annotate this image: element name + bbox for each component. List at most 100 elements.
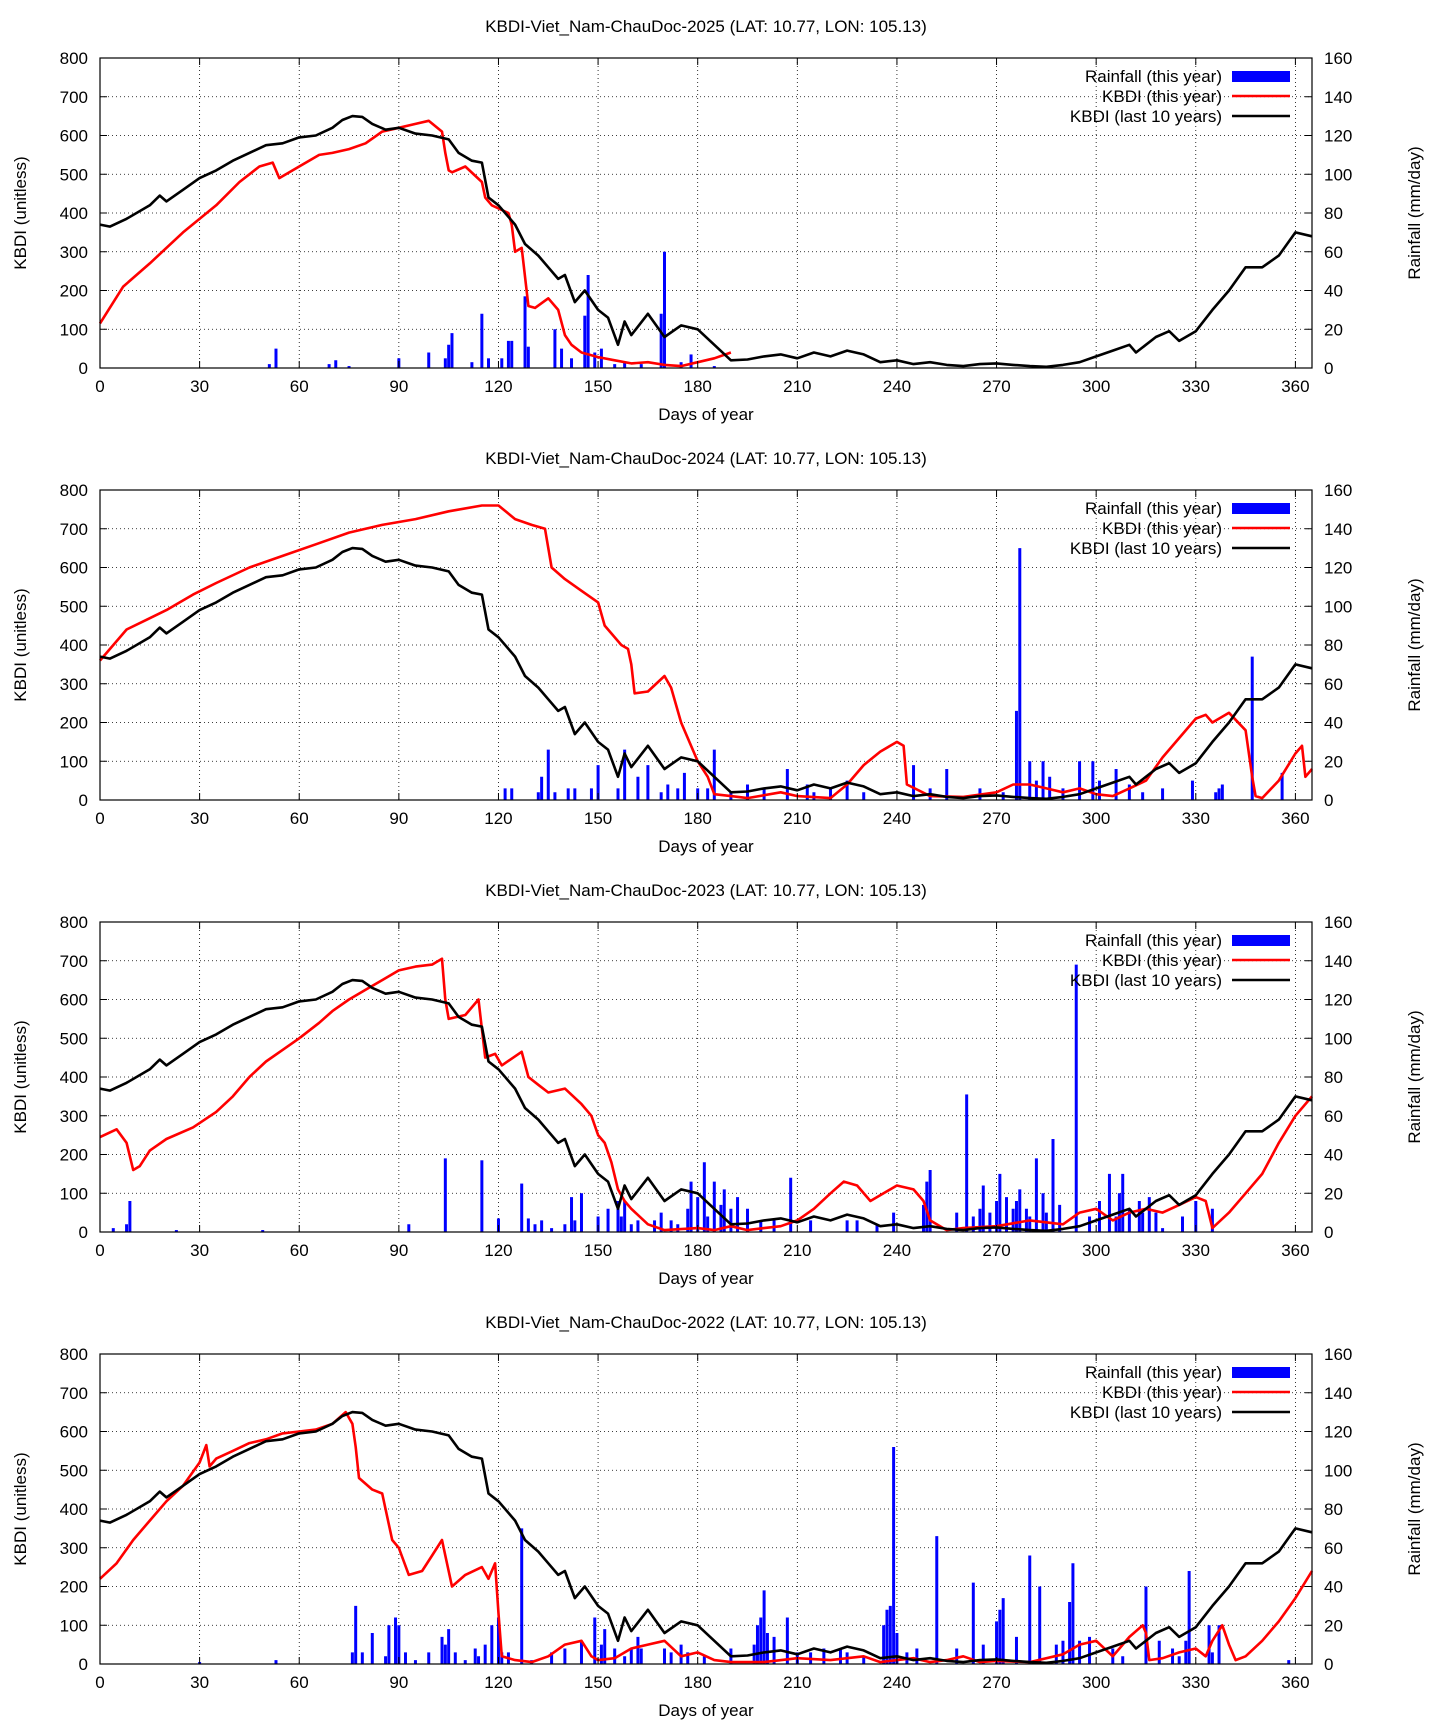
x-tick-label: 150 <box>584 1241 612 1260</box>
rainfall-bar <box>413 1660 417 1664</box>
rainfall-bar <box>1171 1648 1175 1664</box>
y2-tick-label: 40 <box>1324 714 1343 733</box>
y-axis-label: KBDI (unitless) <box>11 1020 30 1133</box>
y2-axis-label: Rainfall (mm/day) <box>1405 578 1424 711</box>
y2-tick-label: 20 <box>1324 1616 1343 1635</box>
rainfall-bar <box>623 362 627 368</box>
x-tick-label: 240 <box>883 1241 911 1260</box>
rainfall-bar <box>1091 761 1095 800</box>
rainfall-bar <box>440 1636 444 1664</box>
y-tick-label: 0 <box>79 1223 88 1242</box>
rainfall-bar <box>1141 1212 1145 1232</box>
x-tick-label: 270 <box>982 377 1010 396</box>
y-tick-label: 700 <box>60 520 88 539</box>
rainfall-bar <box>496 1617 500 1664</box>
rainfall-bar <box>759 1220 763 1232</box>
rainfall-bar <box>623 749 627 800</box>
x-tick-label: 210 <box>783 1241 811 1260</box>
rainfall-bar <box>487 358 490 368</box>
chart-title: KBDI-Viet_Nam-ChauDoc-2025 (LAT: 10.77, … <box>485 17 927 36</box>
rainfall-bar <box>560 348 564 368</box>
rainfall-bar <box>789 1177 793 1232</box>
legend-entry-label: KBDI (last 10 years) <box>1070 539 1222 558</box>
rainfall-bar <box>1161 1228 1165 1232</box>
y2-tick-label: 0 <box>1324 1223 1333 1242</box>
rainfall-bar <box>490 1625 494 1664</box>
rainfall-bar <box>463 1660 467 1664</box>
kbdi-this-year-line <box>99 504 1313 800</box>
rainfall-bar <box>174 1230 178 1232</box>
y-tick-label: 200 <box>60 714 88 733</box>
rainfall-bar <box>712 749 716 800</box>
rainfall-bar <box>354 1605 358 1664</box>
rainfall-bar <box>613 1648 617 1664</box>
rainfall-bar <box>470 362 474 368</box>
rainfall-bar <box>1074 964 1078 1232</box>
rainfall-bar <box>746 1208 750 1232</box>
rainfall-bar <box>809 1220 813 1232</box>
y2-tick-label: 120 <box>1324 127 1352 146</box>
x-tick-label: 120 <box>484 377 512 396</box>
y-tick-label: 500 <box>60 1029 88 1048</box>
rainfall-bar <box>1154 1212 1158 1232</box>
x-tick-label: 300 <box>1082 377 1110 396</box>
x-tick-label: 180 <box>684 809 712 828</box>
x-tick-label: 0 <box>95 1241 104 1260</box>
kbdi-this-year-line <box>99 957 1313 1232</box>
y-tick-label: 800 <box>60 913 88 932</box>
rainfall-bar <box>892 1212 896 1232</box>
x-tick-label: 30 <box>190 377 209 396</box>
rainfall-bar <box>443 1158 447 1232</box>
rainfall-bar <box>862 1656 866 1664</box>
rainfall-bar <box>838 1648 842 1664</box>
rainfall-bar <box>450 333 454 368</box>
rainfall-bar <box>995 1621 999 1664</box>
rainfall-bar <box>696 1197 700 1232</box>
x-tick-label: 60 <box>290 1673 309 1692</box>
rainfall-bar <box>719 1204 723 1232</box>
rainfall-bar <box>1107 1173 1111 1232</box>
x-tick-label: 90 <box>389 377 408 396</box>
x-tick-label: 330 <box>1182 377 1210 396</box>
rainfall-bar <box>443 358 447 368</box>
y-tick-label: 100 <box>60 1616 88 1635</box>
rainfall-bar <box>845 780 849 800</box>
y2-tick-label: 60 <box>1324 1107 1343 1126</box>
rainfall-bar <box>1127 1208 1131 1232</box>
y2-axis-label: Rainfall (mm/day) <box>1405 1010 1424 1143</box>
rainfall-bar <box>1121 1173 1125 1232</box>
chart-title: KBDI-Viet_Nam-ChauDoc-2022 (LAT: 10.77, … <box>485 1313 927 1332</box>
y2-tick-label: 80 <box>1324 1068 1343 1087</box>
rainfall-bar <box>397 1625 401 1664</box>
rainfall-bar <box>480 313 484 368</box>
rainfall-bar <box>1137 1201 1141 1232</box>
legend-swatch-rainfall <box>1232 1367 1290 1378</box>
rainfall-bar <box>447 1629 451 1664</box>
y2-tick-label: 100 <box>1324 1029 1352 1048</box>
x-tick-label: 60 <box>290 1241 309 1260</box>
rainfall-bar <box>971 1216 975 1232</box>
rainfall-bar <box>1011 1208 1015 1232</box>
y2-tick-label: 20 <box>1324 1184 1343 1203</box>
rainfall-bar <box>702 1162 706 1232</box>
y2-tick-label: 140 <box>1324 1384 1352 1403</box>
rainfall-bar <box>563 1224 567 1232</box>
rainfall-bar <box>1038 1586 1042 1664</box>
y2-tick-label: 140 <box>1324 88 1352 107</box>
rainfall-bar <box>1088 1216 1092 1232</box>
rainfall-bar <box>759 1617 763 1664</box>
x-tick-label: 180 <box>684 1241 712 1260</box>
rainfall-bar <box>125 1224 129 1232</box>
x-tick-label: 120 <box>484 1241 512 1260</box>
rainfall-bar <box>1210 1208 1214 1232</box>
rainfall-bar <box>1194 1201 1198 1232</box>
rainfall-bar <box>722 1189 726 1232</box>
y2-tick-label: 100 <box>1324 1461 1352 1480</box>
rainfall-bar <box>563 1648 567 1664</box>
x-tick-label: 360 <box>1281 1241 1309 1260</box>
rainfall-bar <box>666 784 670 800</box>
rainfall-bar <box>1184 1640 1188 1664</box>
rainfall-bar <box>427 1652 431 1664</box>
rainfall-bar <box>520 1183 524 1232</box>
rainfall-bar <box>636 1636 640 1664</box>
